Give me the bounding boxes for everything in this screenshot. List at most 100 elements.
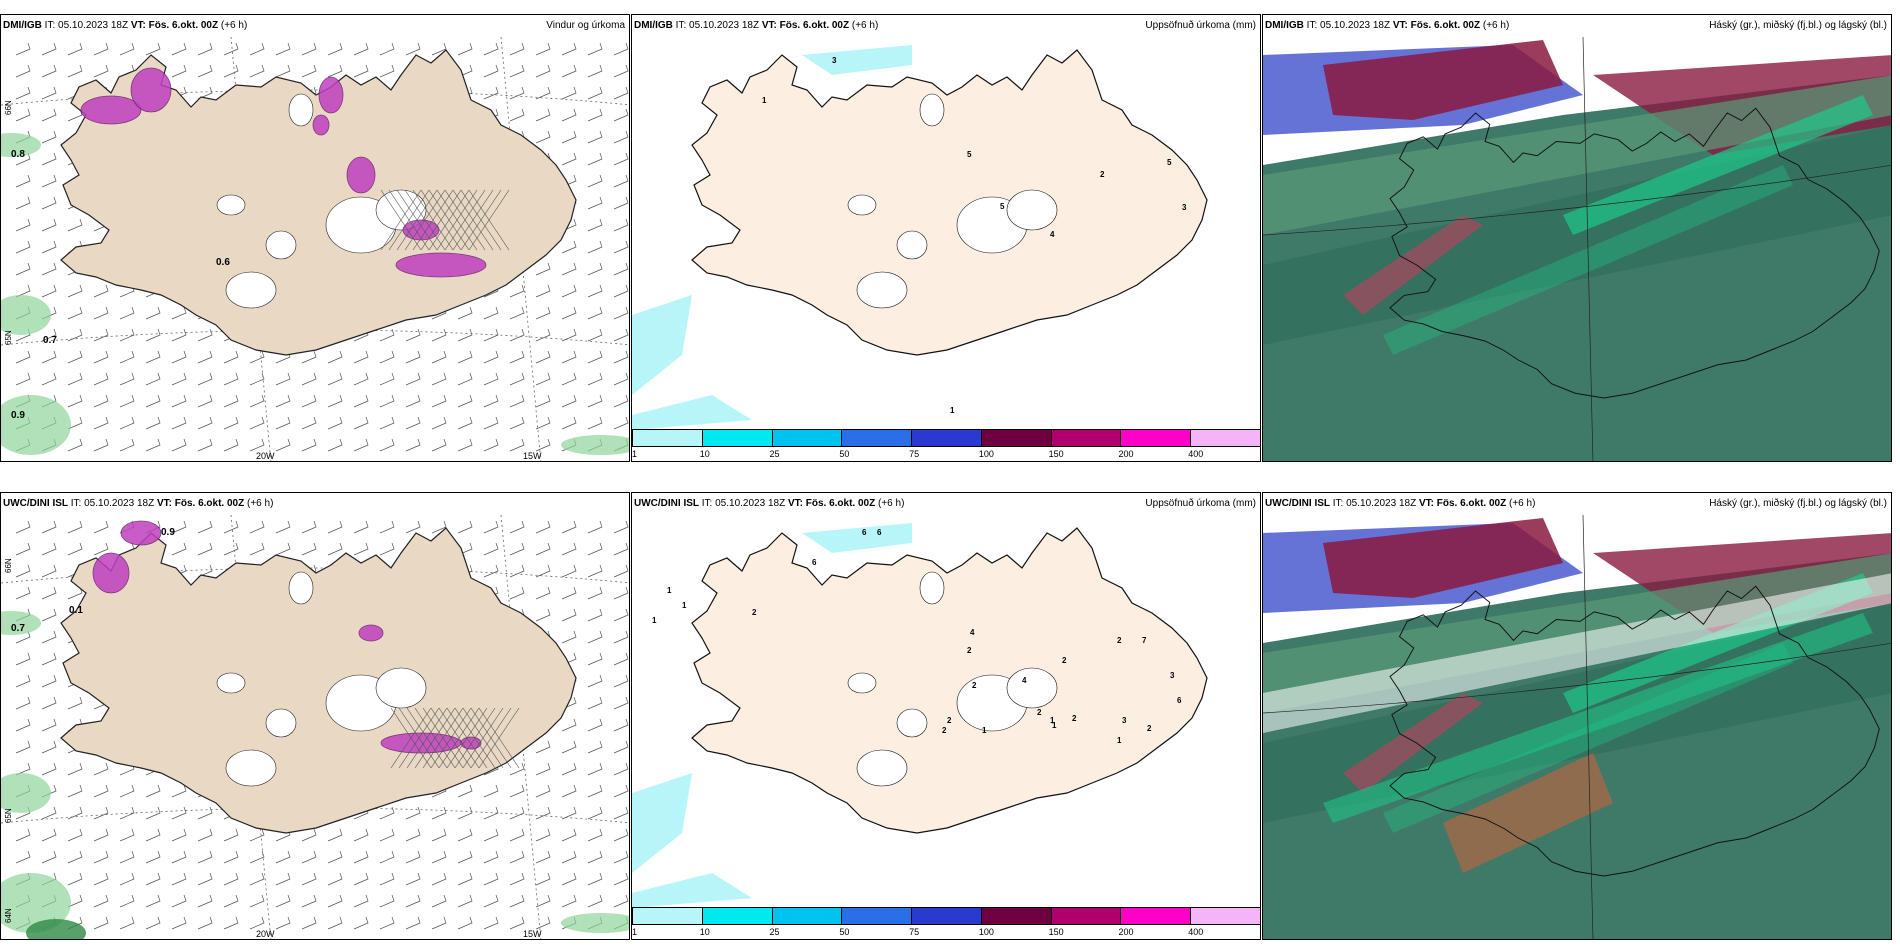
- panel-uwc-precip: UWC/DINI ISL IT: 05.10.2023 18Z VT: Fös.…: [631, 492, 1261, 940]
- hatch-area: [380, 189, 510, 251]
- lat-label: 66N: [4, 100, 13, 115]
- precip-amount-label: 1: [950, 406, 955, 415]
- precip-legend: 1 10 25 50 75 100 150 200 400: [632, 429, 1260, 461]
- panel-title: Háský (gr.), miðský (fj.bl.) og lágský (…: [1709, 20, 1887, 31]
- precip-amount-label: 4: [1022, 676, 1027, 685]
- legend-tick: 150: [1048, 449, 1064, 459]
- iceland-landmass: [60, 527, 577, 834]
- panel-header: DMI/IGB IT: 05.10.2023 18Z VT: Fös. 6.ok…: [632, 15, 1260, 37]
- precip-value-label: 0.1: [69, 605, 83, 616]
- lon-label: 15W: [523, 451, 542, 461]
- precip-amount-label: 6: [862, 528, 867, 537]
- precip-amount-label: 3: [1122, 716, 1127, 725]
- legend-tick: 100: [978, 449, 994, 459]
- iceland-landmass: [691, 527, 1208, 834]
- lat-label: 66N: [4, 558, 13, 573]
- legend-swatch: [632, 429, 703, 447]
- legend-tick: 75: [909, 927, 920, 937]
- precip-amount-label: 1: [762, 96, 767, 105]
- precip-amount-label: 1: [682, 601, 687, 610]
- legend-swatch: [911, 429, 982, 447]
- cloud-map: [1263, 36, 1891, 461]
- precip-amount-label: 7: [1142, 636, 1147, 645]
- panel-header: DMI/IGB IT: 05.10.2023 18Z VT: Fös. 6.ok…: [1, 15, 629, 37]
- precip-amount-label: 3: [832, 56, 837, 65]
- precip-amount-label: 2: [1037, 708, 1042, 717]
- model-name: DMI/IGB: [3, 20, 42, 31]
- panel-dmi-wind: DMI/IGB IT: 05.10.2023 18Z VT: Fös. 6.ok…: [0, 14, 630, 462]
- lat-label: 64N: [4, 908, 13, 923]
- precip-amount-label: 6: [1177, 696, 1182, 705]
- precip-amount-label: 1: [1052, 721, 1057, 730]
- graticule: [1582, 514, 1594, 939]
- legend-swatch: [771, 429, 843, 447]
- legend-tick: 1: [632, 927, 638, 937]
- precip-legend: 1 10 25 50 75 100 150 200 400: [632, 907, 1260, 939]
- precip-value-label: 0.7: [43, 335, 57, 346]
- precip-amount-label: 2: [1062, 656, 1067, 665]
- panel-title: Vindur og úrkoma: [546, 20, 625, 31]
- precip-amount-label: 1: [1117, 736, 1122, 745]
- light-precip: [1, 611, 629, 939]
- legend-swatch: [701, 429, 773, 447]
- precip-value-label: 0.6: [216, 257, 230, 268]
- legend-swatch: [1050, 429, 1122, 447]
- precip-amount-label: 3: [1182, 203, 1187, 212]
- legend-tick: 100: [978, 927, 994, 937]
- precip-value-label: 0.7: [11, 623, 25, 634]
- precip-amount-label: 5: [1000, 202, 1005, 211]
- iceland-landmass: [691, 49, 1208, 356]
- precip-amount-label: 4: [1050, 230, 1055, 239]
- precip-amount-label: 6: [877, 528, 882, 537]
- iceland-landmass: [60, 49, 577, 356]
- panel-dmi-precip: DMI/IGB IT: 05.10.2023 18Z VT: Fös. 6.ok…: [631, 14, 1261, 462]
- graticule: [1582, 36, 1594, 461]
- panel-dmi-clouds: DMI/IGB IT: 05.10.2023 18Z VT: Fös. 6.ok…: [1262, 14, 1892, 462]
- legend-tick: 50: [839, 927, 850, 937]
- legend-swatch: [771, 907, 843, 925]
- precip-amount-label: 2: [1072, 714, 1077, 723]
- panel-title: Háský (gr.), miðský (fj.bl.) og lágský (…: [1709, 498, 1887, 509]
- precip-amount-label: 6: [812, 558, 817, 567]
- legend-swatch: [911, 907, 982, 925]
- precip-amount-label: 2: [947, 716, 952, 725]
- panel-title: Uppsöfnuð úrkoma (mm): [1145, 498, 1256, 509]
- legend-swatch: [980, 907, 1052, 925]
- precip-value-label: 0.9: [161, 527, 175, 538]
- legend-tick: 10: [699, 927, 710, 937]
- panel-header: DMI/IGB IT: 05.10.2023 18Z VT: Fös. 6.ok…: [1263, 15, 1891, 37]
- coastline: [1389, 585, 1880, 877]
- panel-title: Uppsöfnuð úrkoma (mm): [1145, 20, 1256, 31]
- lon-label: 15W: [523, 929, 542, 939]
- lat-label: 65N: [4, 808, 13, 823]
- panel-header: UWC/DINI ISL IT: 05.10.2023 18Z VT: Fös.…: [632, 493, 1260, 515]
- precip-map: 3 1 5 5 2 5 3 4 1: [632, 45, 1208, 430]
- precip-amount-label: 1: [667, 586, 672, 595]
- legend-swatch: [701, 907, 773, 925]
- precip-amount-label: 2: [752, 608, 757, 617]
- precip-amount-label: 2: [942, 726, 947, 735]
- panel-uwc-clouds: UWC/DINI ISL IT: 05.10.2023 18Z VT: Fös.…: [1262, 492, 1892, 940]
- precip-amount-label: 1: [652, 616, 657, 625]
- precip-amount-label: 5: [1167, 158, 1172, 167]
- wind-map: 0.8 0.6 0.7 0.9 20W 15W 66N 65N: [1, 36, 629, 461]
- cloud-fields: [1263, 37, 1891, 461]
- legend-swatch: [1120, 429, 1192, 447]
- legend-tick: 400: [1188, 927, 1204, 937]
- hatch-area: [390, 707, 520, 769]
- coastline: [1389, 107, 1880, 399]
- legend-tick: 25: [769, 927, 780, 937]
- light-precip: [1, 133, 629, 455]
- legend-tick: 1: [632, 449, 638, 459]
- precip-amount-label: 3: [1170, 671, 1175, 680]
- legend-tick: 200: [1118, 927, 1134, 937]
- panel-uwc-wind: UWC/DINI ISL IT: 05.10.2023 18Z VT: Fös.…: [0, 492, 630, 940]
- precip-amount-label: 2: [1147, 724, 1152, 733]
- precip-amount-label: 2: [967, 646, 972, 655]
- precip-value-label: 0.9: [11, 410, 25, 421]
- legend-tick: 400: [1188, 449, 1204, 459]
- legend-tick: 10: [699, 449, 710, 459]
- legend-swatch: [1190, 907, 1260, 925]
- precip-amount-label: 4: [970, 628, 975, 637]
